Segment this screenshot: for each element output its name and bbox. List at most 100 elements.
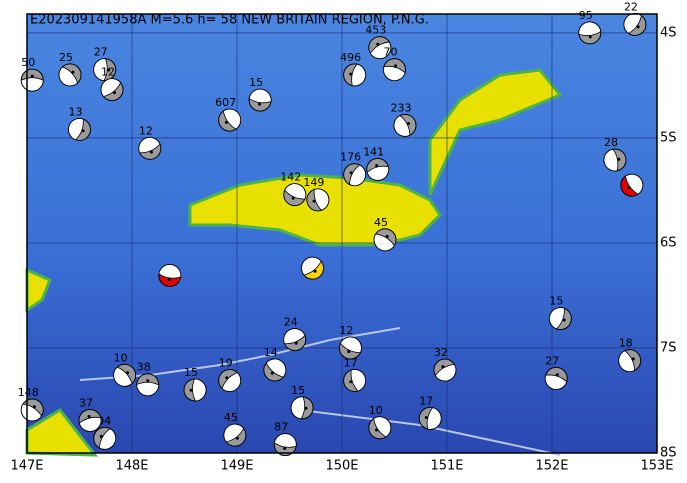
beachball-axis	[30, 74, 34, 78]
depth-label: 50	[21, 56, 35, 69]
beachball	[263, 358, 287, 382]
beachball-axis	[291, 196, 295, 200]
beachball-quadrant	[393, 115, 411, 137]
beachball-axis	[349, 380, 353, 384]
beachball	[58, 63, 82, 87]
beachball-quadrant	[434, 364, 457, 382]
beachball	[373, 228, 397, 252]
depth-label: 176	[340, 151, 361, 164]
beachball-axis	[107, 68, 111, 72]
beachball-axis	[347, 350, 351, 354]
beachball-axis	[225, 376, 229, 380]
depth-label: 607	[215, 96, 236, 109]
beachball	[343, 369, 367, 393]
beachball-quadrant	[339, 336, 362, 354]
depth-label: 10	[369, 404, 383, 417]
beachball-quadrant	[383, 65, 406, 82]
depth-label: 18	[619, 337, 633, 350]
depth-label: 14	[264, 346, 278, 359]
beachball-axis	[394, 64, 398, 68]
trench-line	[299, 409, 561, 456]
depth-label: 45	[224, 411, 238, 424]
beachball	[343, 63, 367, 87]
beachball-axis	[71, 70, 75, 74]
beachball-axis	[87, 415, 91, 419]
depth-label: 12	[339, 324, 353, 337]
beachball	[93, 426, 117, 450]
trench	[79, 327, 561, 456]
beachball-quadrant	[98, 428, 116, 450]
y-tick-label: 4S	[660, 25, 677, 40]
beachball-quadrant	[100, 78, 122, 97]
beachball-axis	[32, 405, 36, 409]
depth-label: 148	[18, 386, 39, 399]
beachball-axis	[294, 341, 298, 345]
beachball	[343, 163, 367, 187]
beachball	[283, 183, 307, 207]
depth-label: 453	[365, 24, 386, 37]
beachball	[544, 366, 568, 390]
frame	[26, 13, 658, 454]
beachball-axis	[224, 120, 228, 124]
depth-label: 24	[284, 316, 298, 329]
beachball-axis	[631, 357, 635, 361]
beachball-quadrant	[222, 108, 242, 130]
depth-label: 32	[434, 346, 448, 359]
beachball-quadrant	[284, 183, 307, 200]
beachball	[393, 113, 417, 137]
depth-label: 233	[391, 101, 412, 114]
y-tick-label: 5S	[660, 130, 677, 145]
depth-label: 149	[303, 176, 324, 189]
beachball-axis	[270, 371, 274, 375]
beachball-axis	[375, 164, 379, 168]
beachball-quadrant	[221, 372, 241, 392]
y-tick-label: 7S	[660, 340, 677, 355]
axes: 147E 148E 149E 150E 151E 152E 153E 4S 5S 6S 7S 8S	[10, 25, 676, 473]
beachball-axis	[588, 35, 592, 39]
beachball	[158, 264, 182, 288]
x-tick-label: 151E	[430, 459, 463, 474]
beachball-axis	[636, 25, 640, 29]
depth-label: 15	[249, 76, 263, 89]
y-tick-label: 6S	[660, 235, 677, 250]
beachball	[548, 307, 572, 331]
depth-label: 27	[94, 46, 108, 59]
beachball-axis	[149, 150, 153, 154]
beachball	[20, 68, 44, 92]
beachball-axis	[146, 379, 150, 383]
depth-label: 10	[114, 351, 128, 364]
depth-label: 142	[280, 171, 301, 184]
beachball	[301, 256, 325, 280]
depth-label: 22	[624, 1, 638, 14]
beachball-quadrant	[366, 165, 390, 181]
beachball	[620, 173, 644, 197]
beachball-axis	[349, 72, 353, 76]
beachball	[338, 336, 362, 360]
beachball-quadrant	[373, 416, 392, 438]
depth-label: 87	[274, 421, 288, 434]
beachball-axis	[113, 91, 117, 95]
beachball-quadrant	[313, 188, 330, 211]
beachball-axis	[126, 371, 130, 375]
beachball	[383, 58, 406, 82]
beachball-axis	[385, 234, 389, 238]
beachball	[78, 408, 102, 432]
depth-label: 141	[363, 145, 384, 158]
beachball-quadrant	[68, 118, 84, 141]
beachball	[218, 108, 242, 132]
beachball-axis	[562, 318, 566, 322]
beachball-axis	[441, 365, 445, 369]
beachball-axis	[283, 447, 287, 451]
beachball-quadrant	[273, 433, 297, 448]
x-tick-label: 152E	[535, 459, 568, 474]
beachball-quadrant	[265, 358, 287, 378]
beachball-axis	[312, 199, 316, 203]
x-tick-label: 150E	[325, 459, 358, 474]
y-tick-label: 8S	[660, 446, 677, 461]
beachball	[623, 13, 647, 37]
beachball	[368, 36, 392, 60]
depth-label: 45	[374, 216, 388, 229]
depth-label: 95	[579, 9, 593, 22]
beachball	[418, 406, 442, 430]
